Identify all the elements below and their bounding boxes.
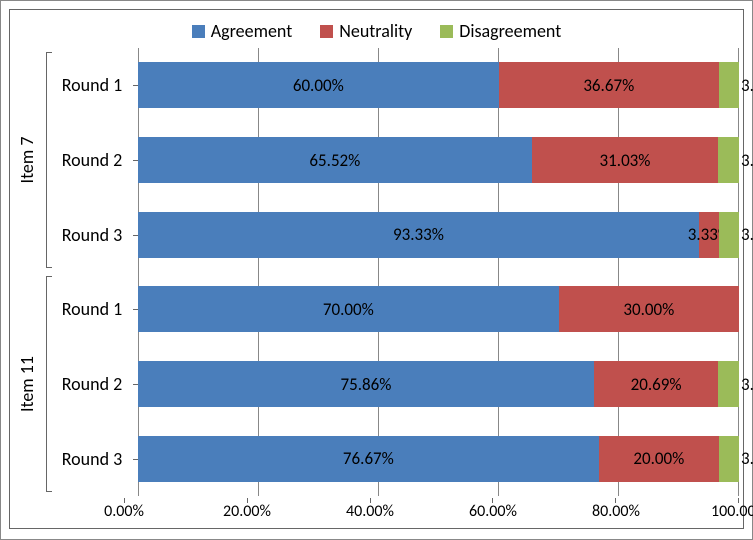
x-tick-3: 60.00% <box>469 502 517 521</box>
bar-segment: 3.33% <box>699 212 719 258</box>
segment-value: 36.67% <box>583 75 634 96</box>
bar-segment: 76.67% <box>138 436 599 482</box>
bar-segment: 3.45% <box>718 361 739 407</box>
segment-value: 65.52% <box>309 150 360 171</box>
cat-label-2: Round 3 <box>52 197 132 272</box>
category-labels: Round 1 Round 2 Round 3 Round 1 Round 2 … <box>52 48 132 496</box>
legend-label-agreement: Agreement <box>211 20 293 42</box>
x-tick-2: 40.00% <box>346 502 394 521</box>
bar: 60.00% 36.67% 3.33% <box>138 62 739 108</box>
cat-label-5: Round 3 <box>52 421 132 496</box>
x-tick-5: 100.00% <box>711 502 753 521</box>
legend-swatch-agreement <box>192 25 205 38</box>
legend-item-agreement: Agreement <box>192 20 293 42</box>
segment-value: 3.33% <box>739 75 753 96</box>
bar-segment: 31.03% <box>532 137 718 183</box>
bar: 65.52% 31.03% 3.45% <box>138 137 739 183</box>
x-axis: 0.00% 20.00% 40.00% 60.00% 80.00% 100.00… <box>124 498 739 528</box>
bar-segment: 60.00% <box>138 62 499 108</box>
legend-swatch-neutrality <box>320 25 333 38</box>
cat-label-4: Round 2 <box>52 347 132 422</box>
segment-value: 3.33% <box>739 224 753 245</box>
plot-area: 60.00% 36.67% 3.33% 65.52% 31.03% 3.45% 93.33%… <box>138 48 739 496</box>
bar-row: 93.33% 3.33%3.33% <box>138 197 739 272</box>
x-tick-0: 0.00% <box>104 502 144 521</box>
cat-label-0: Round 1 <box>52 48 132 123</box>
cat-label-1: Round 2 <box>52 123 132 198</box>
bar: 70.00% 30.00% <box>138 286 739 332</box>
bar: 93.33% 3.33%3.33% <box>138 212 739 258</box>
segment-value: 3.45% <box>739 150 753 171</box>
segment-value: 3.33% <box>739 448 753 469</box>
bar-segment: 3.45% <box>718 137 739 183</box>
x-tick-1: 20.00% <box>223 502 271 521</box>
legend: Agreement Neutrality Disagreement <box>10 10 743 48</box>
bar-segment: 3.33% <box>719 436 739 482</box>
bar-row: 60.00% 36.67% 3.33% <box>138 48 739 123</box>
group-label-1: Item 11 <box>10 272 44 496</box>
bar-rows: 60.00% 36.67% 3.33% 65.52% 31.03% 3.45% 93.33%… <box>138 48 739 496</box>
bar-row: 65.52% 31.03% 3.45% <box>138 123 739 198</box>
legend-item-neutrality: Neutrality <box>320 20 412 42</box>
segment-value: 31.03% <box>600 150 651 171</box>
chart-frame: Agreement Neutrality Disagreement Item 7… <box>0 0 753 540</box>
segment-value: 20.69% <box>631 374 682 395</box>
group-brackets <box>44 48 52 496</box>
chart-inner: Agreement Neutrality Disagreement Item 7… <box>9 9 744 529</box>
bar-row: 75.86% 20.69% 3.45% <box>138 347 739 422</box>
bar-segment: 65.52% <box>138 137 532 183</box>
legend-item-disagreement: Disagreement <box>440 20 561 42</box>
bar-segment: 3.33% <box>719 212 739 258</box>
segment-value: 93.33% <box>393 224 444 245</box>
segment-value: 30.00% <box>623 299 674 320</box>
group-label-1-text: Item 11 <box>16 356 38 412</box>
group-labels: Item 7 Item 11 <box>10 48 44 496</box>
legend-label-neutrality: Neutrality <box>339 20 412 42</box>
legend-swatch-disagreement <box>440 25 453 38</box>
x-tick-4: 80.00% <box>592 502 640 521</box>
bar-segment: 20.00% <box>599 436 719 482</box>
segment-value: 20.00% <box>633 448 684 469</box>
bar-segment: 30.00% <box>559 286 739 332</box>
segment-value: 60.00% <box>293 75 344 96</box>
bar-segment: 70.00% <box>138 286 559 332</box>
plot-area-wrap: Item 7 Item 11 Round 1 Round 2 Round 3 R… <box>10 48 743 498</box>
bar-segment: 20.69% <box>594 361 718 407</box>
group-label-0-text: Item 7 <box>16 137 38 184</box>
x-tickmarks <box>124 498 739 528</box>
legend-label-disagreement: Disagreement <box>459 20 561 42</box>
bar-segment: 75.86% <box>138 361 594 407</box>
bar-segment: 93.33% <box>138 212 699 258</box>
bar: 75.86% 20.69% 3.45% <box>138 361 739 407</box>
bar-row: 70.00% 30.00% <box>138 272 739 347</box>
cat-label-3: Round 1 <box>52 272 132 347</box>
bar: 76.67% 20.00% 3.33% <box>138 436 739 482</box>
segment-value: 70.00% <box>323 299 374 320</box>
bar-row: 76.67% 20.00% 3.33% <box>138 421 739 496</box>
bar-segment: 36.67% <box>499 62 719 108</box>
bar-segment: 3.33% <box>719 62 739 108</box>
segment-value: 76.67% <box>343 448 394 469</box>
group-label-0: Item 7 <box>10 48 44 272</box>
segment-value: 75.86% <box>340 374 391 395</box>
segment-value: 3.45% <box>739 374 753 395</box>
